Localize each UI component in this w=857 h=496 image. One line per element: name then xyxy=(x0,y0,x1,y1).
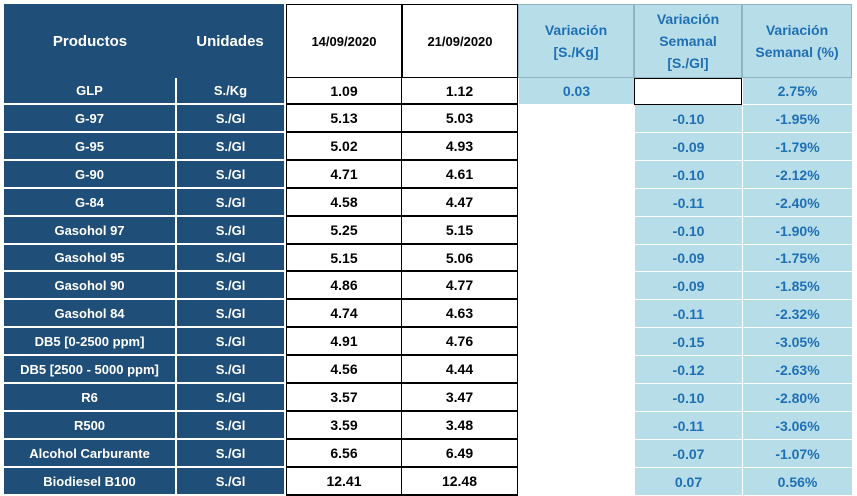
table-row-unit: S./Gl xyxy=(176,356,284,384)
table-row-price-2: 3.48 xyxy=(402,412,518,440)
table-row-price-2: 5.03 xyxy=(402,105,518,133)
table-row-price-1: 4.91 xyxy=(286,328,402,356)
table-row-var-pct: -2.63% xyxy=(742,356,852,384)
row-glp-product: GLP xyxy=(4,78,176,105)
table-row-price-2: 4.44 xyxy=(402,356,518,384)
table-row-price-2: 4.76 xyxy=(402,328,518,356)
table-row-price-1: 4.58 xyxy=(286,189,402,217)
table-row-unit: S./Gl xyxy=(176,105,284,133)
table-row-price-2: 6.49 xyxy=(402,440,518,468)
table-row-unit: S./Gl xyxy=(176,412,284,440)
row-glp-var-gl-empty xyxy=(634,78,742,105)
table-row-product: DB5 [0-2500 ppm] xyxy=(4,328,176,356)
header-variacion-semanal-gl: Variación Semanal [S./Gl] xyxy=(634,4,742,78)
table-row-price-1: 3.59 xyxy=(286,412,402,440)
table-row-var-gl: -0.09 xyxy=(634,245,742,272)
row-glp-price-2: 1.12 xyxy=(402,78,518,105)
table-row-var-pct: -2.80% xyxy=(742,384,852,412)
table-row-unit: S./Gl xyxy=(176,384,284,412)
table-row-product: G-97 xyxy=(4,105,176,133)
table-row-unit: S./Gl xyxy=(176,189,284,217)
table-row-price-1: 5.02 xyxy=(286,133,402,161)
table-row-var-gl: -0.11 xyxy=(634,412,742,440)
table-row-price-1: 5.25 xyxy=(286,217,402,245)
table-row-var-pct: 0.56% xyxy=(742,468,852,496)
table-row-unit: S./Gl xyxy=(176,217,284,245)
table-row-price-2: 5.15 xyxy=(402,217,518,245)
table-row-var-gl: -0.07 xyxy=(634,440,742,468)
table-row-unit: S./Gl xyxy=(176,440,284,468)
table-row-var-pct: -1.07% xyxy=(742,440,852,468)
table-row-price-2: 4.47 xyxy=(402,189,518,217)
table-row-unit: S./Gl xyxy=(176,133,284,161)
table-row-price-2: 12.48 xyxy=(402,468,518,496)
row-glp-var-kg: 0.03 xyxy=(518,78,634,105)
table-row-var-pct: -3.06% xyxy=(742,412,852,440)
table-row-var-pct: -1.85% xyxy=(742,272,852,300)
header-variacion-kg: Variación [S./Kg] xyxy=(518,4,634,78)
row-glp-price-1: 1.09 xyxy=(286,78,402,105)
table-row-product: Alcohol Carburante xyxy=(4,440,176,468)
table-row-var-gl: -0.10 xyxy=(634,217,742,245)
table-row-price-1: 4.71 xyxy=(286,161,402,189)
table-row-product: G-95 xyxy=(4,133,176,161)
table-row-price-1: 3.57 xyxy=(286,384,402,412)
table-row-price-1: 4.56 xyxy=(286,356,402,384)
table-row-var-gl: -0.11 xyxy=(634,189,742,217)
header-productos: Productos xyxy=(4,4,176,78)
table-row-var-pct: -2.12% xyxy=(742,161,852,189)
table-row-unit: S./Gl xyxy=(176,468,284,496)
table-row-unit: S./Gl xyxy=(176,328,284,356)
table-row-price-2: 4.61 xyxy=(402,161,518,189)
table-row-var-pct: -1.90% xyxy=(742,217,852,245)
table-row-var-pct: -1.79% xyxy=(742,133,852,161)
table-row-product: R6 xyxy=(4,384,176,412)
header-variacion-semanal-pct: Variación Semanal (%) xyxy=(742,4,852,78)
table-row-price-2: 3.47 xyxy=(402,384,518,412)
table-row-product: Biodiesel B100 xyxy=(4,468,176,496)
row-glp-var-pct: 2.75% xyxy=(742,78,852,105)
table-row-product: Gasohol 90 xyxy=(4,272,176,300)
table-row-var-gl: -0.10 xyxy=(634,384,742,412)
table-row-price-2: 4.77 xyxy=(402,272,518,300)
table-row-price-2: 4.63 xyxy=(402,300,518,328)
table-row-unit: S./Gl xyxy=(176,272,284,300)
table-row-var-gl: -0.09 xyxy=(634,133,742,161)
table-row-product: Gasohol 95 xyxy=(4,245,176,272)
table-row-unit: S./Gl xyxy=(176,161,284,189)
table-row-var-pct: -3.05% xyxy=(742,328,852,356)
table-row-var-gl: -0.15 xyxy=(634,328,742,356)
header-unidades: Unidades xyxy=(176,4,284,78)
table-row-product: R500 xyxy=(4,412,176,440)
table-row-product: Gasohol 97 xyxy=(4,217,176,245)
table-row-unit: S./Gl xyxy=(176,300,284,328)
table-row-product: DB5 [2500 - 5000 ppm] xyxy=(4,356,176,384)
table-row-var-pct: -2.32% xyxy=(742,300,852,328)
table-row-price-1: 12.41 xyxy=(286,468,402,496)
table-row-price-1: 5.15 xyxy=(286,245,402,272)
row-glp-unit: S./Kg xyxy=(176,78,284,105)
header-date-1: 14/09/2020 xyxy=(286,4,402,78)
table-row-var-gl: -0.10 xyxy=(634,105,742,133)
table-row-price-2: 5.06 xyxy=(402,245,518,272)
table-row-var-gl: -0.11 xyxy=(634,300,742,328)
table-row-price-1: 6.56 xyxy=(286,440,402,468)
table-row-var-pct: -1.95% xyxy=(742,105,852,133)
table-row-var-gl: -0.10 xyxy=(634,161,742,189)
table-row-var-gl: 0.07 xyxy=(634,468,742,496)
table-row-price-1: 5.13 xyxy=(286,105,402,133)
header-date-2: 21/09/2020 xyxy=(402,4,518,78)
table-row-unit: S./Gl xyxy=(176,245,284,272)
table-row-var-pct: -1.75% xyxy=(742,245,852,272)
table-row-price-1: 4.86 xyxy=(286,272,402,300)
table-row-product: G-90 xyxy=(4,161,176,189)
table-row-product: Gasohol 84 xyxy=(4,300,176,328)
table-row-var-gl: -0.09 xyxy=(634,272,742,300)
table-row-var-gl: -0.12 xyxy=(634,356,742,384)
table-row-product: G-84 xyxy=(4,189,176,217)
table-row-price-2: 4.93 xyxy=(402,133,518,161)
table-row-price-1: 4.74 xyxy=(286,300,402,328)
table-row-var-pct: -2.40% xyxy=(742,189,852,217)
